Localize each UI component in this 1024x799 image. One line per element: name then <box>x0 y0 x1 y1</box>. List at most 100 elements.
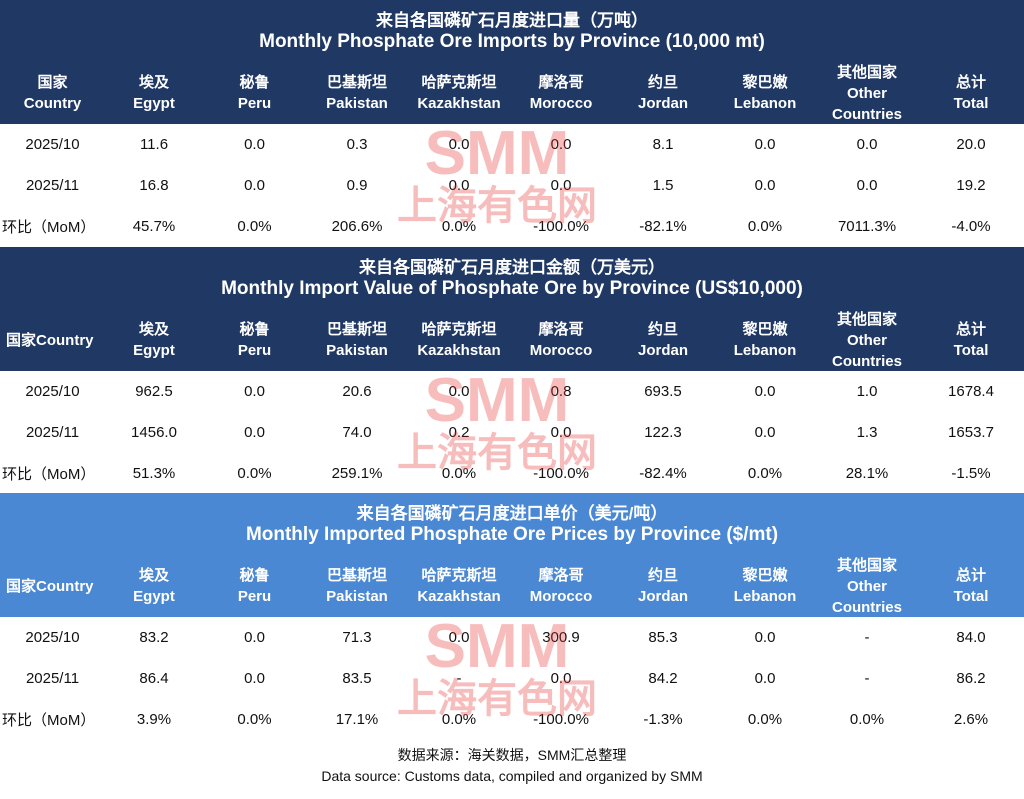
row-label: 环比（MoM） <box>2 466 96 483</box>
header-line: Morocco <box>529 342 593 359</box>
source-en: Data source: Customs data, compiled and … <box>321 768 703 784</box>
cell-value: 0.0 <box>754 136 776 153</box>
cell-value: 259.1% <box>331 465 383 482</box>
cell-value: -100.0% <box>533 711 589 728</box>
cell-value: 122.3 <box>644 424 682 441</box>
cell-value: 693.5 <box>644 383 682 400</box>
header-cell: 其他国家 Other Countries <box>816 555 918 617</box>
header-line: 秘鲁 <box>239 74 270 91</box>
header-line: Peru <box>237 588 272 605</box>
cell-value: 0.9 <box>346 177 368 194</box>
header-cell: 哈萨克斯坦 Kazakhstan <box>408 309 510 371</box>
header-line: Pakistan <box>326 95 388 112</box>
cell-value: 84.0 <box>956 629 986 646</box>
cell-value: 28.1% <box>845 465 889 482</box>
header-line: 哈萨克斯坦 <box>421 567 497 584</box>
header-cell: 其他国家 Other Countries <box>816 62 918 124</box>
cell-value: 7011.3% <box>837 218 897 235</box>
header-cell: 约旦 Jordan <box>612 62 714 124</box>
cell-value: 16.8 <box>139 177 169 194</box>
header-line: 约旦 <box>647 74 678 91</box>
title-en: Monthly Import Value of Phosphate Ore by… <box>221 278 803 299</box>
header-line: Other <box>846 331 887 349</box>
cell-value: - <box>864 670 870 687</box>
header-line: Countries <box>831 352 902 370</box>
row-label: 2025/10 <box>25 383 80 400</box>
header-line: 总计 <box>955 567 986 584</box>
row-label: 环比（MoM） <box>2 219 96 236</box>
title-zh: 来自各国磷矿石月度进口金额（万美元） <box>359 258 665 277</box>
cell-value: 51.3% <box>132 465 176 482</box>
cell-value: 1.0 <box>856 383 878 400</box>
cell-value: -4.0% <box>951 218 991 235</box>
cell-value: 86.4 <box>139 670 169 687</box>
cell-value: 1.3 <box>856 424 878 441</box>
header-line: Jordan <box>637 588 688 605</box>
cell-value: 300.9 <box>542 629 580 646</box>
cell-value: 1678.4 <box>948 383 994 400</box>
header-line: 巴基斯坦 <box>326 74 387 91</box>
header-line: 总计 <box>955 74 986 91</box>
header-cell: 埃及 Egypt <box>105 62 203 124</box>
header-cell: 总计 Total <box>918 555 1024 617</box>
header-cell: 摩洛哥 Morocco <box>510 62 612 124</box>
cell-value: 45.7% <box>132 218 176 235</box>
header-line: 其他国家 <box>836 310 897 328</box>
cell-value: 0.0 <box>754 629 776 646</box>
header-cell: 其他国家 Other Countries <box>816 309 918 371</box>
cell-value: 962.5 <box>135 383 173 400</box>
header-line: Lebanon <box>733 588 797 605</box>
title-en: Monthly Imported Phosphate Ore Prices by… <box>245 524 779 545</box>
header-cell: 约旦 Jordan <box>612 555 714 617</box>
cell-value: 0.0 <box>754 424 776 441</box>
cell-value: -82.1% <box>639 218 687 235</box>
header-cell: 摩洛哥 Morocco <box>510 555 612 617</box>
header-cell: 秘鲁 Peru <box>203 309 306 371</box>
header-line: 埃及 <box>138 321 169 338</box>
cell-value: 11.6 <box>139 136 169 153</box>
header-line: Jordan <box>637 95 688 112</box>
header-line: Peru <box>237 95 272 112</box>
cell-value: 0.0 <box>244 670 265 687</box>
cell-value: 20.6 <box>342 383 372 400</box>
cell-value: 0.0% <box>441 218 477 235</box>
header-line: Lebanon <box>733 342 797 359</box>
header-line: Kazakhstan <box>417 588 501 605</box>
header-cell: 总计 Total <box>918 62 1024 124</box>
header-line: 摩洛哥 <box>538 321 584 338</box>
header-cell: 黎巴嫩 Lebanon <box>714 62 816 124</box>
cell-value: 0.0 <box>244 424 265 441</box>
cell-value: 1653.7 <box>948 424 994 441</box>
row-label: 环比（MoM） <box>2 712 96 729</box>
cell-value: 0.0 <box>448 629 470 646</box>
cell-value: 0.0 <box>244 136 265 153</box>
header-line: 其他国家 <box>836 63 897 81</box>
cell-value: 0.8 <box>550 383 572 400</box>
cell-value: 19.2 <box>956 177 986 194</box>
header-cell: 哈萨克斯坦 Kazakhstan <box>408 62 510 124</box>
header-line: Total <box>953 95 989 112</box>
header-line: Countries <box>831 598 902 616</box>
header-line: 摩洛哥 <box>538 74 584 91</box>
header-line: 哈萨克斯坦 <box>421 321 497 338</box>
header-line: 国家Country <box>6 331 94 349</box>
header-line: 黎巴嫩 <box>742 567 788 584</box>
cell-value: -82.4% <box>639 465 687 482</box>
header-line: 其他国家 <box>836 556 897 574</box>
header-cell: 埃及 Egypt <box>105 555 203 617</box>
cell-value: 84.2 <box>648 670 678 687</box>
cell-value: 0.0 <box>550 424 572 441</box>
header-line: 埃及 <box>138 567 169 584</box>
cell-value: 83.5 <box>342 670 372 687</box>
title-band <box>0 247 1024 371</box>
header-cell: 黎巴嫩 Lebanon <box>714 309 816 371</box>
header-cell: 国家Country <box>0 309 105 371</box>
cell-value: 17.1% <box>335 711 379 728</box>
cell-value: 74.0 <box>342 424 372 441</box>
title-zh: 来自各国磷矿石月度进口单价（美元/吨） <box>356 504 668 523</box>
header-line: 哈萨克斯坦 <box>421 74 497 91</box>
header-line: Pakistan <box>326 588 388 605</box>
header-line: 巴基斯坦 <box>326 567 387 584</box>
header-cell: 巴基斯坦 Pakistan <box>306 309 408 371</box>
